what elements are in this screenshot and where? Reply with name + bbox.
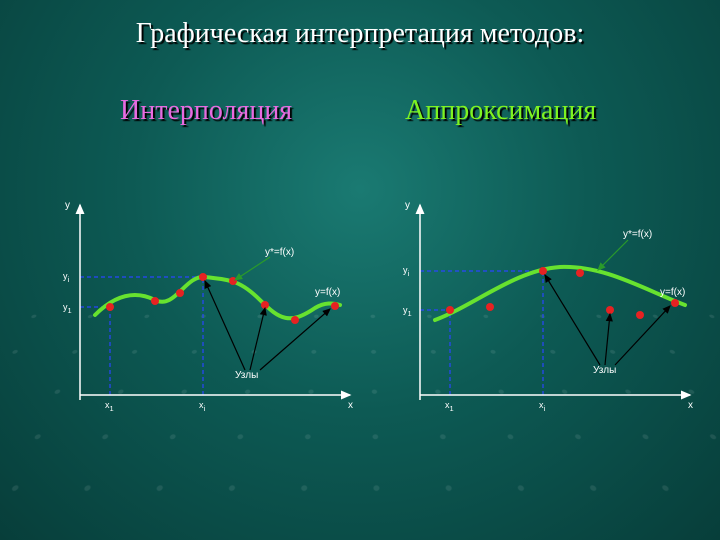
page-title: Графическая интерпретация методов:	[0, 18, 720, 50]
heading-interpolation: Интерполяция	[120, 95, 292, 127]
heading-approximation: Аппроксимация	[405, 95, 596, 127]
chart-interpolation-svg	[55, 195, 355, 425]
chart-approximation: yxx1xiy1yiy*=f(x)y=f(x)Узлы	[395, 195, 695, 425]
chart-interpolation: yxx1xiy1yiy*=f(x)y=f(x)Узлы	[55, 195, 355, 425]
